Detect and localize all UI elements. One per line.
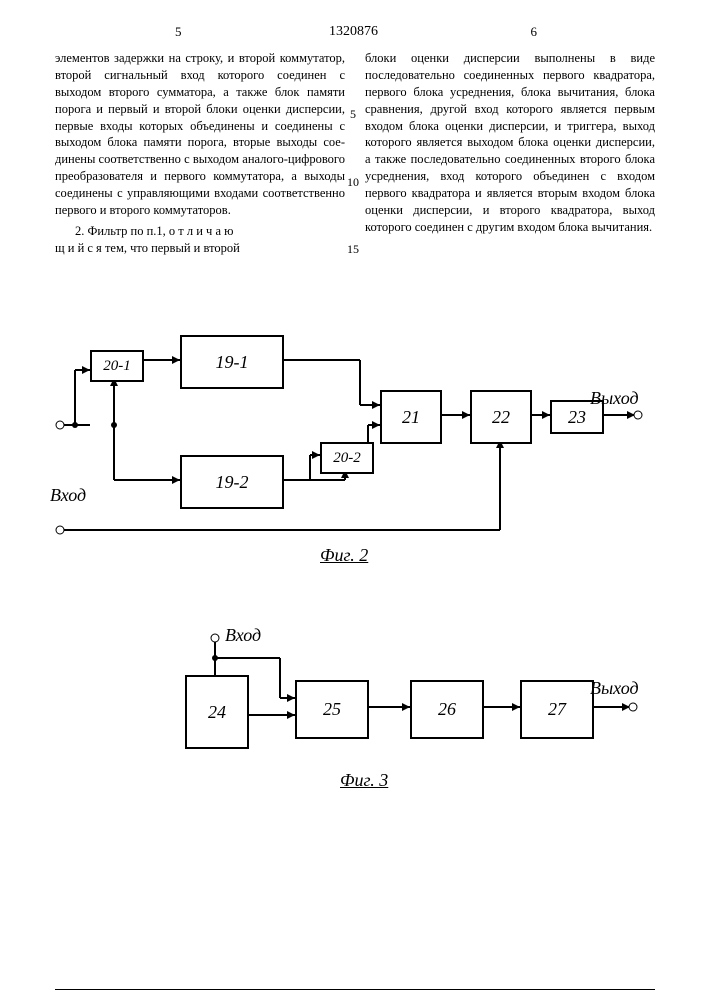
block-27: 27	[520, 680, 594, 739]
figure-3-caption: Фиг. 3	[340, 770, 388, 791]
input-label-fig2: Вход	[50, 485, 86, 506]
block-19-2: 19-2	[180, 455, 284, 509]
margin-line-10: 10	[347, 175, 359, 190]
right-column: блоки оценки дисперсии выполнены в виде …	[365, 50, 655, 236]
figure-2: 20-1 19-1 19-2 20-2 21 22 23 Вход Выход …	[50, 330, 640, 560]
node-dot-fig3	[212, 655, 218, 661]
input-label-fig3: Вход	[225, 625, 261, 646]
document-number: 1320876	[329, 24, 378, 40]
left-column-para1: элементов задержки на строку, и вто­рой …	[55, 51, 345, 217]
left-column-para2-pre: 2. Фильтр по п.1,	[75, 224, 169, 238]
block-26: 26	[410, 680, 484, 739]
input-port-top	[56, 421, 65, 430]
output-label-fig3: Выход	[590, 678, 639, 699]
block-20-1: 20-1	[90, 350, 144, 382]
node-dot-1b	[72, 422, 78, 428]
left-column-para2-sp1: о т л и ч а ю ­	[169, 224, 237, 238]
output-port-fig2	[634, 411, 643, 420]
node-dot-1	[111, 422, 117, 428]
block-22: 22	[470, 390, 532, 444]
right-column-text: блоки оценки дисперсии выполнены в виде …	[365, 51, 655, 234]
left-column-para2-post: тем, что первый и второй	[102, 241, 240, 255]
figure-3: 24 25 26 27 Вход Выход Фиг. 3	[50, 620, 640, 820]
block-24: 24	[185, 675, 249, 749]
block-25: 25	[295, 680, 369, 739]
block-19-1: 19-1	[180, 335, 284, 389]
margin-line-15: 15	[347, 242, 359, 257]
block-21: 21	[380, 390, 442, 444]
page-number-right: 6	[531, 24, 538, 40]
block-20-2: 20-2	[320, 442, 374, 474]
output-label-fig2: Выход	[590, 388, 639, 409]
bottom-rule	[55, 989, 655, 990]
input-port-bottom	[56, 526, 65, 535]
margin-line-5: 5	[350, 107, 356, 122]
page-number-left: 5	[175, 24, 182, 40]
left-column-para2-sp2: щ и й с я	[55, 241, 102, 255]
input-port-fig3	[211, 634, 220, 643]
left-column: элементов задержки на строку, и вто­рой …	[55, 50, 345, 257]
output-port-fig3	[629, 703, 638, 712]
figure-2-caption: Фиг. 2	[320, 545, 368, 566]
